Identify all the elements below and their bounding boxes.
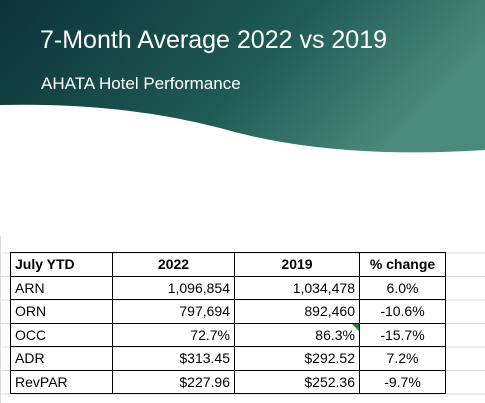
title: 7-Month Average 2022 vs 2019 xyxy=(40,26,388,54)
table-cell: 86.3% xyxy=(234,322,360,347)
column-header: % change xyxy=(359,252,446,277)
table-cell: -15.7% xyxy=(359,322,446,347)
header-row: July YTD 2022 2019% change xyxy=(10,252,446,277)
table-cell: 1,096,854 xyxy=(112,275,235,300)
table-cell: 6.0% xyxy=(359,275,446,300)
table-cell: -9.7% xyxy=(359,369,446,394)
table-cell: $252.36 xyxy=(234,369,360,394)
row-label: RevPAR xyxy=(10,369,113,394)
table-cell: 1,034,478 xyxy=(234,275,360,300)
header-band xyxy=(0,0,485,153)
row-label: ORN xyxy=(10,299,113,324)
column-header: 2019 xyxy=(234,252,360,277)
table-row: ADR $313.45 $292.52 7.2% xyxy=(10,346,446,371)
table-cell: -10.6% xyxy=(359,299,446,324)
row-label: ADR xyxy=(10,346,113,371)
error-indicator xyxy=(352,324,359,331)
table-cell: $313.45 xyxy=(112,346,235,371)
column-header: 2022 xyxy=(112,252,235,277)
table-cell: $292.52 xyxy=(234,346,360,371)
table-cell: 797,694 xyxy=(112,299,235,324)
table-row: RevPAR $227.96 $252.36 -9.7% xyxy=(10,369,446,394)
column-header: July YTD xyxy=(10,252,113,277)
subtitle: AHATA Hotel Performance xyxy=(41,74,241,93)
table-cell: 892,460 xyxy=(234,299,360,324)
table-cell: 7.2% xyxy=(359,346,446,371)
row-label: ARN xyxy=(10,275,113,300)
table-row: OCC 72.7% 86.3% -15.7% xyxy=(10,322,446,347)
table-cell: $227.96 xyxy=(112,369,235,394)
data-table: July YTD 2022 2019% change ARN 1,096,854 1,0… xyxy=(10,252,446,394)
table-row: ARN 1,096,854 1,034,478 6.0% xyxy=(10,275,446,300)
table-row: ORN 797,694 892,460 -10.6% xyxy=(10,299,446,324)
table-cell: 72.7% xyxy=(112,322,235,347)
row-label: OCC xyxy=(10,322,113,347)
